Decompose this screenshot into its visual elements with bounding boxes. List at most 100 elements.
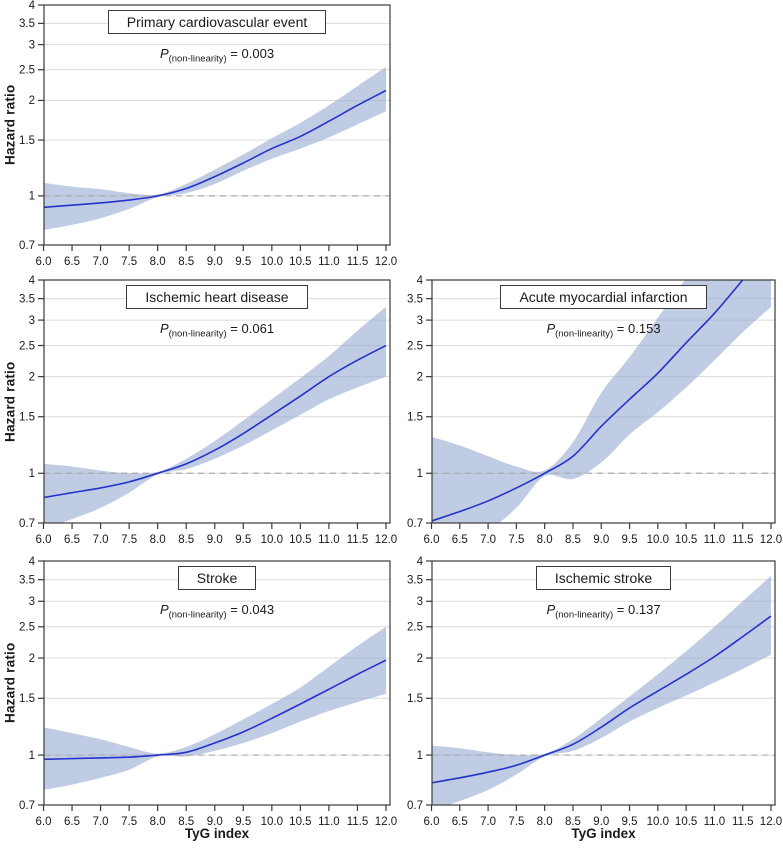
svg-text:9.0: 9.0 (593, 816, 609, 828)
svg-text:7.0: 7.0 (480, 816, 496, 828)
svg-text:6.5: 6.5 (64, 816, 80, 828)
svg-text:10.0: 10.0 (647, 816, 669, 828)
svg-text:2.5: 2.5 (19, 622, 35, 634)
svg-text:2: 2 (29, 653, 35, 665)
svg-text:11.5: 11.5 (347, 816, 369, 828)
svg-text:2: 2 (417, 371, 423, 383)
svg-text:6.5: 6.5 (64, 256, 80, 268)
svg-text:8.0: 8.0 (150, 534, 166, 546)
svg-text:10.0: 10.0 (261, 534, 283, 546)
svg-text:1: 1 (29, 191, 35, 203)
svg-text:3.5: 3.5 (19, 574, 35, 586)
spline-plot-ischemic-stroke: 0.711.522.533.546.0 6.5 7.0 7.5 8.0 8.5 9.0 9.5… (407, 556, 782, 828)
svg-text:7.0: 7.0 (480, 534, 496, 546)
svg-text:7.5: 7.5 (508, 534, 524, 546)
svg-text:0.7: 0.7 (19, 518, 35, 530)
svg-text:1: 1 (417, 750, 423, 762)
svg-text:8.0: 8.0 (150, 816, 166, 828)
svg-text:7.5: 7.5 (121, 256, 137, 268)
svg-text:2: 2 (29, 371, 35, 383)
svg-text:6.5: 6.5 (64, 534, 80, 546)
svg-text:12.0: 12.0 (375, 816, 397, 828)
svg-text:7.0: 7.0 (93, 256, 109, 268)
svg-text:3: 3 (417, 596, 423, 608)
svg-text:1.5: 1.5 (19, 412, 35, 424)
svg-text:11.5: 11.5 (732, 534, 754, 546)
svg-text:6.5: 6.5 (452, 534, 468, 546)
svg-text:9.0: 9.0 (207, 816, 223, 828)
svg-text:8.0: 8.0 (537, 816, 553, 828)
svg-text:9.5: 9.5 (622, 534, 638, 546)
svg-text:11.0: 11.0 (318, 534, 340, 546)
svg-text:10.5: 10.5 (289, 256, 311, 268)
panel-primary-cardiovascular-event: 0.7 1 1.5 2 2.5 3 3.5 4 6.0 6.5 7.0 7.5 8.0 8.5 9.0 9.5… (19, 0, 397, 268)
svg-text:1: 1 (417, 468, 423, 480)
svg-text:6.0: 6.0 (424, 816, 440, 828)
spline-plot-ischemic-heart-disease: 0.711.522.533.546.0 6.5 7.0 7.5 8.0 8.5 9.0 9.5… (19, 275, 397, 546)
svg-text:7.5: 7.5 (121, 816, 137, 828)
svg-text:1.5: 1.5 (19, 135, 35, 147)
svg-text:12.0: 12.0 (375, 534, 397, 546)
svg-text:10.5: 10.5 (289, 534, 311, 546)
svg-text:0.7: 0.7 (407, 800, 423, 812)
svg-text:7.0: 7.0 (93, 534, 109, 546)
svg-text:7.5: 7.5 (121, 534, 137, 546)
svg-text:11.0: 11.0 (704, 534, 726, 546)
svg-text:2: 2 (29, 95, 35, 107)
svg-text:12.0: 12.0 (760, 534, 782, 546)
svg-text:8.0: 8.0 (150, 256, 166, 268)
svg-text:1: 1 (29, 750, 35, 762)
svg-text:2.5: 2.5 (407, 340, 423, 352)
svg-text:8.5: 8.5 (178, 816, 194, 828)
svg-text:9.0: 9.0 (207, 256, 223, 268)
svg-text:9.5: 9.5 (235, 256, 251, 268)
svg-text:9.5: 9.5 (235, 816, 251, 828)
svg-text:8.0: 8.0 (537, 534, 553, 546)
svg-text:10.0: 10.0 (261, 816, 283, 828)
svg-text:3.5: 3.5 (407, 574, 423, 586)
svg-text:9.5: 9.5 (235, 534, 251, 546)
svg-text:11.5: 11.5 (347, 534, 369, 546)
svg-text:12.0: 12.0 (375, 256, 397, 268)
x-axis-title-right: TyG index (571, 826, 636, 841)
svg-text:2: 2 (417, 653, 423, 665)
svg-text:4: 4 (417, 556, 424, 568)
svg-text:6.0: 6.0 (424, 534, 440, 546)
svg-text:12.0: 12.0 (760, 816, 782, 828)
svg-text:2.5: 2.5 (407, 622, 423, 634)
spline-plot-acute-myocardial-infarction: 0.711.522.533.546.0 6.5 7.0 7.5 8.0 8.5 9.0 9.5… (407, 275, 782, 546)
svg-text:6.5: 6.5 (452, 816, 468, 828)
svg-text:4: 4 (29, 556, 36, 568)
svg-text:3: 3 (417, 315, 423, 327)
svg-text:8.5: 8.5 (178, 534, 194, 546)
svg-text:10.5: 10.5 (675, 816, 697, 828)
svg-text:11.0: 11.0 (704, 816, 726, 828)
svg-text:0.7: 0.7 (19, 800, 35, 812)
panel-stroke: 0.7 1 1.5 2 2.5 3 3.5 4 6.0 6.5 7.0 7.5 8.0 8.5 9.0 9.5… (19, 556, 397, 828)
svg-text:10.5: 10.5 (675, 534, 697, 546)
svg-text:4: 4 (29, 275, 36, 287)
svg-text:3.5: 3.5 (407, 293, 423, 305)
svg-text:8.5: 8.5 (565, 816, 581, 828)
svg-text:0.7: 0.7 (407, 518, 423, 530)
svg-text:8.5: 8.5 (178, 256, 194, 268)
svg-text:3: 3 (29, 39, 35, 51)
svg-text:2.5: 2.5 (19, 65, 35, 77)
svg-text:6.0: 6.0 (36, 816, 52, 828)
panel-ischemic-stroke: 0.7 1 1.5 2 2.5 3 3.5 4 6.0 6.5 7.0 7.5 8.0 8.5 9.0 9.5… (407, 556, 782, 828)
svg-text:4: 4 (417, 275, 424, 287)
svg-text:3: 3 (29, 315, 35, 327)
svg-text:9.0: 9.0 (593, 534, 609, 546)
svg-text:1: 1 (29, 468, 35, 480)
svg-text:10.5: 10.5 (289, 816, 311, 828)
svg-text:3.5: 3.5 (19, 18, 35, 30)
svg-text:9.0: 9.0 (207, 534, 223, 546)
spline-plot-stroke: 0.711.522.533.546.0 6.5 7.0 7.5 8.0 8.5 9.0 9.5… (19, 556, 397, 828)
panel-ischemic-heart-disease: 0.7 1 1.5 2 2.5 3 3.5 4 6.0 6.5 7.0 7.5 8.0 8.5 9.0 9.5… (19, 275, 397, 546)
svg-text:7.0: 7.0 (93, 816, 109, 828)
svg-text:4: 4 (29, 0, 36, 12)
svg-text:11.0: 11.0 (318, 816, 340, 828)
svg-text:2.5: 2.5 (19, 340, 35, 352)
svg-text:0.7: 0.7 (19, 240, 35, 252)
